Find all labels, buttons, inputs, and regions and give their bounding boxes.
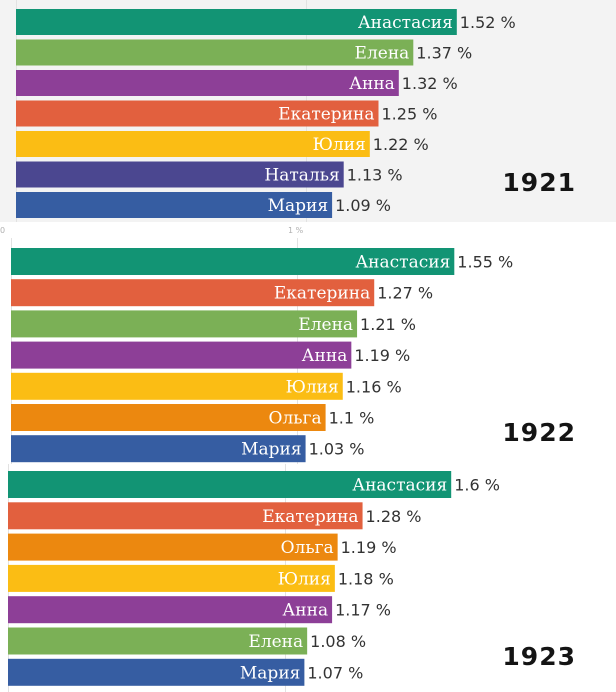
bar-chart-1923: Анастасия 1.6 % Екатерина 1.28 % Ольга 1.19 %… — [8, 464, 500, 692]
bar-name-label: Ольга — [269, 409, 322, 429]
bar-1923-item-2 — [8, 502, 363, 530]
bar-group-1922-item-2: Екатерина 1.27 % — [11, 279, 433, 307]
bar-value-label: 1.09 % — [335, 196, 391, 215]
bar-name-label: Мария — [240, 663, 300, 683]
axis-tick-one-percent: 1 % — [288, 226, 304, 235]
bar-value-label: 1.19 % — [354, 346, 410, 365]
bar-group-1923-item-3: Ольга 1.19 % — [8, 533, 397, 561]
bar-group-1921-item-2: Елена 1.37 % — [16, 39, 472, 66]
bar-1922-item-5 — [11, 372, 343, 400]
bar-group-1921-item-7: Мария 1.09 % — [16, 192, 391, 218]
bar-group-1922-item-7: Мария 1.03 % — [11, 435, 365, 463]
chart-panel-1923: Анастасия 1.6 % Екатерина 1.28 % Ольга 1.19 %… — [0, 464, 616, 692]
bar-1923-item-3 — [8, 533, 338, 561]
bar-1921-item-7 — [16, 192, 333, 218]
bar-1921-item-1 — [16, 9, 457, 35]
bar-1922-item-2 — [11, 279, 375, 307]
axis-strip-1922: 0 1 % — [0, 222, 616, 238]
bar-name-label: Мария — [241, 440, 301, 460]
bar-group-1921-item-1: Анастасия 1.52 % — [16, 9, 516, 35]
bar-1923-item-4 — [8, 564, 335, 592]
year-label-1922: 1922 — [502, 418, 576, 447]
bar-1921-item-6 — [16, 161, 344, 188]
bar-value-label: 1.17 % — [335, 601, 391, 620]
chart-panel-1921: Анастасия 1.52 % Елена 1.37 % Анна 1.32 % Екат… — [0, 0, 616, 222]
bar-group-1921-item-3: Анна 1.32 % — [16, 70, 458, 96]
bar-group-1921-item-4: Екатерина 1.25 % — [16, 100, 438, 127]
bar-name-label: Мария — [268, 196, 328, 216]
bar-1923-item-5 — [8, 596, 333, 624]
bar-name-label: Елена — [298, 315, 353, 335]
bar-name-label: Анна — [349, 74, 395, 94]
bar-value-label: 1.55 % — [457, 253, 513, 272]
bar-name-label: Юлия — [313, 135, 366, 155]
bar-value-label: 1.28 % — [366, 507, 422, 526]
year-label-1921: 1921 — [502, 168, 576, 197]
bar-1922-item-6 — [11, 404, 326, 431]
bar-1922-item-4 — [11, 341, 352, 369]
bar-name-label: Екатерина — [278, 105, 374, 125]
bar-name-label: Екатерина — [274, 284, 370, 304]
bar-value-label: 1.27 % — [377, 284, 433, 303]
bar-name-label: Ольга — [281, 538, 334, 558]
bar-1923-item-6 — [8, 627, 308, 655]
bar-group-1923-item-6: Елена 1.08 % — [8, 627, 366, 655]
chart-panel-1922: Анастасия 1.55 % Екатерина 1.27 % Елена 1.21 … — [0, 238, 616, 464]
bar-value-label: 1.37 % — [416, 44, 472, 63]
bar-group-1922-item-1: Анастасия 1.55 % — [11, 248, 513, 275]
bar-name-label: Елена — [248, 632, 303, 652]
bar-group-1923-item-4: Юлия 1.18 % — [8, 564, 394, 592]
bar-1922-item-3 — [11, 310, 358, 338]
bar-1923-item-1 — [8, 471, 452, 498]
bar-name-label: Юлия — [278, 569, 331, 589]
bar-1922-item-1 — [11, 248, 455, 275]
bar-group-1923-item-2: Екатерина 1.28 % — [8, 502, 422, 530]
bar-1922-item-7 — [11, 435, 306, 463]
year-label-1923: 1923 — [502, 642, 576, 671]
bar-value-label: 1.32 % — [402, 74, 458, 93]
bar-name-label: Екатерина — [262, 507, 358, 527]
bar-value-label: 1.19 % — [341, 538, 397, 557]
bar-group-1923-item-7: Мария 1.07 % — [8, 658, 363, 686]
bar-1921-item-2 — [16, 39, 414, 66]
bar-value-label: 1.16 % — [346, 377, 402, 396]
bar-group-1922-item-5: Юлия 1.16 % — [11, 372, 402, 400]
bar-value-label: 1.21 % — [360, 315, 416, 334]
bar-name-label: Анастасия — [352, 476, 447, 496]
bar-value-label: 1.25 % — [382, 105, 438, 124]
bar-name-label: Анна — [282, 601, 328, 621]
bar-chart-1922: Анастасия 1.55 % Екатерина 1.27 % Елена 1.21 … — [11, 238, 513, 464]
bar-chart-1921: Анастасия 1.52 % Елена 1.37 % Анна 1.32 % Екат… — [16, 0, 516, 222]
bar-value-label: 1.52 % — [460, 13, 516, 32]
bar-value-label: 1.22 % — [373, 135, 429, 154]
bar-name-label: Анастасия — [355, 253, 450, 273]
bar-group-1921-item-6: Наталья 1.13 % — [16, 161, 403, 188]
bar-1923-item-7 — [8, 658, 305, 686]
bar-value-label: 1.1 % — [329, 409, 375, 428]
bar-value-label: 1.13 % — [347, 166, 403, 185]
bar-value-label: 1.08 % — [310, 632, 366, 651]
axis-tick-zero: 0 — [0, 226, 6, 235]
bar-1921-item-5 — [16, 131, 370, 157]
bar-name-label: Анна — [302, 346, 348, 366]
bar-group-1923-item-1: Анастасия 1.6 % — [8, 471, 500, 498]
bar-name-label: Наталья — [264, 166, 339, 186]
bar-1921-item-3 — [16, 70, 399, 96]
bar-value-label: 1.03 % — [309, 440, 365, 459]
bar-1921-item-4 — [16, 100, 379, 127]
bar-value-label: 1.6 % — [454, 476, 500, 495]
bar-value-label: 1.18 % — [338, 569, 394, 588]
bar-name-label: Анастасия — [358, 13, 453, 33]
bar-group-1922-item-4: Анна 1.19 % — [11, 341, 410, 369]
bar-name-label: Юлия — [286, 377, 339, 397]
bar-group-1923-item-5: Анна 1.17 % — [8, 596, 391, 624]
bar-value-label: 1.07 % — [307, 663, 363, 682]
bar-group-1922-item-3: Елена 1.21 % — [11, 310, 416, 338]
bar-group-1921-item-5: Юлия 1.22 % — [16, 131, 429, 157]
bar-group-1922-item-6: Ольга 1.1 % — [11, 404, 374, 431]
bar-name-label: Елена — [355, 44, 410, 64]
